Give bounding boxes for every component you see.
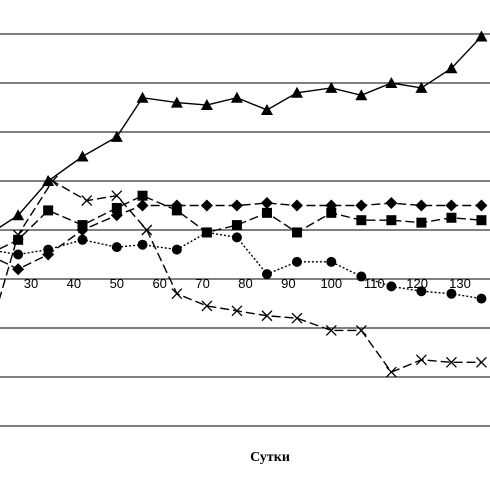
triangle-marker (136, 91, 149, 103)
triangle-marker (110, 130, 123, 142)
diamond-marker (290, 199, 303, 212)
circle-marker (416, 286, 427, 297)
circle-marker (13, 249, 24, 260)
triangle-marker (76, 150, 89, 162)
circle-marker (476, 293, 487, 304)
diamond-marker (385, 197, 398, 210)
x-tick-label: 80 (238, 276, 252, 291)
x-tick-label: 40 (67, 276, 81, 291)
circle-marker (291, 256, 302, 267)
x-marker (415, 354, 427, 366)
diamond-marker (445, 199, 458, 212)
series-markers (12, 30, 488, 378)
x-marker (325, 324, 337, 336)
triangle-marker (200, 99, 213, 111)
triangle-marker (230, 91, 243, 103)
circle-marker (386, 281, 397, 292)
triangle-marker (385, 77, 398, 88)
triangle-marker (415, 81, 428, 93)
square-marker (446, 212, 457, 223)
circle-marker (231, 232, 242, 243)
x-marker (12, 229, 24, 241)
x-tick-label: 50 (110, 276, 124, 291)
square-marker (43, 205, 54, 216)
x-marker (171, 288, 183, 300)
square-marker (476, 215, 487, 226)
x-marker (385, 366, 397, 378)
x-axis-tick-labels: 30 40 50 60 70 80 90 100 110 120 130 (24, 276, 471, 291)
x-marker (111, 190, 123, 202)
diamond-marker (12, 263, 25, 276)
circle-marker (171, 244, 182, 255)
x-axis-title: Сутки (250, 450, 290, 465)
circle-marker (137, 239, 148, 250)
diamond-marker (200, 199, 213, 212)
x-marker (201, 300, 213, 312)
x-marker (46, 175, 58, 187)
diamond-marker (475, 199, 488, 212)
circle-marker (261, 269, 272, 280)
triangle-marker (42, 175, 55, 186)
x-tick-label: 30 (24, 276, 38, 291)
square-marker (13, 234, 24, 245)
x-tick-label: 110 (364, 276, 385, 291)
triangle-marker (355, 89, 368, 101)
x-tick-label: 90 (281, 276, 295, 291)
x-tick-label: 70 (195, 276, 209, 291)
square-marker (326, 207, 337, 218)
triangle-marker (260, 103, 273, 115)
x-marker (81, 195, 93, 207)
circle-marker (446, 288, 457, 299)
circle-marker (356, 271, 367, 282)
series-line-square (0, 194, 482, 250)
square-marker (231, 220, 242, 231)
diamond-marker (136, 199, 149, 212)
square-marker (77, 220, 88, 231)
diamond-marker (260, 197, 273, 210)
square-marker (111, 202, 122, 213)
triangle-marker (12, 209, 25, 221)
x-marker (141, 224, 153, 236)
square-marker (171, 205, 182, 216)
x-marker (445, 356, 457, 368)
triangle-marker (325, 81, 338, 93)
x-tick-label: 60 (152, 276, 166, 291)
circle-marker (201, 227, 212, 238)
diamond-marker (230, 199, 243, 212)
circle-marker (43, 244, 54, 255)
triangle-marker (445, 62, 458, 74)
square-marker (261, 207, 272, 218)
square-marker (386, 215, 397, 226)
triangle-marker (290, 86, 303, 98)
triangle-marker (170, 96, 183, 108)
diamond-marker (415, 199, 428, 212)
circle-marker (77, 234, 88, 245)
circle-marker (111, 242, 122, 253)
triangle-marker (475, 30, 488, 42)
x-marker (291, 312, 303, 324)
square-marker (291, 227, 302, 238)
x-marker (231, 305, 243, 317)
square-marker (356, 215, 367, 226)
square-marker (137, 190, 148, 201)
square-marker (416, 217, 427, 228)
x-marker (475, 356, 487, 368)
x-marker (355, 324, 367, 336)
circle-marker (326, 256, 337, 267)
x-marker (261, 310, 273, 322)
x-tick-label: 100 (320, 276, 342, 291)
x-tick-label: 120 (406, 276, 428, 291)
diamond-marker (355, 199, 368, 212)
x-tick-label: 130 (449, 276, 471, 291)
